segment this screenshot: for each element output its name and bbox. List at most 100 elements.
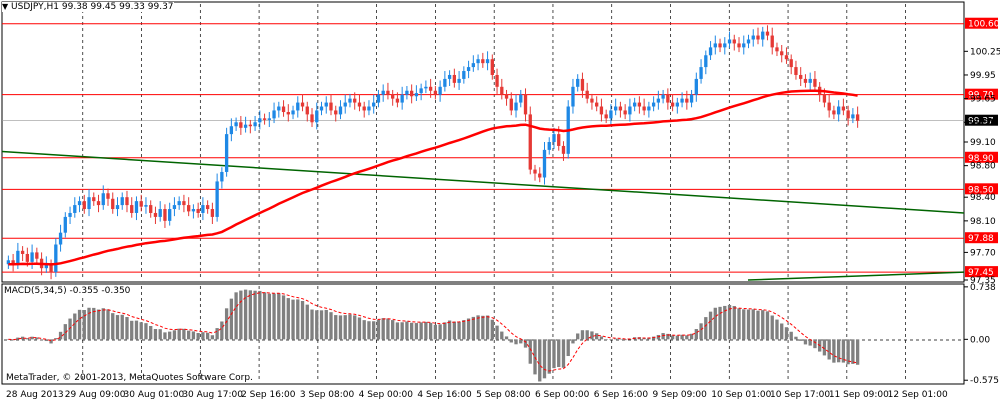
candle-body: [462, 71, 466, 79]
macd-bar: [125, 317, 129, 340]
macd-bar: [599, 336, 604, 340]
candle-body: [595, 102, 599, 107]
candle-body: [514, 102, 518, 111]
dropdown-arrow-icon[interactable]: ▼: [2, 2, 9, 11]
macd-bar: [855, 339, 860, 365]
price-tick-label: 99.65: [970, 95, 996, 105]
candle-body: [139, 201, 143, 207]
macd-bar: [552, 339, 556, 369]
time-label: 2 Sep 16:00: [241, 390, 296, 400]
macd-bar: [229, 298, 234, 340]
macd-bar: [670, 335, 675, 340]
macd-bar: [642, 338, 646, 340]
candle-body: [201, 205, 205, 213]
macd-bar: [742, 309, 746, 340]
candle-body: [519, 94, 523, 103]
macd-bar: [452, 321, 457, 340]
candle-body: [542, 149, 547, 178]
candle-body: [751, 35, 755, 40]
macd-bar: [462, 320, 466, 340]
candle-body: [405, 90, 409, 95]
candle-body: [357, 102, 362, 107]
trendline-falling[interactable]: [1, 150, 965, 214]
candle-body: [533, 169, 537, 174]
level-tag: [965, 266, 998, 278]
candle-body: [718, 43, 722, 48]
candle-body: [604, 114, 608, 119]
macd-bar: [258, 290, 262, 340]
candle-body: [457, 78, 461, 83]
macd-bar: [305, 304, 309, 340]
copyright-text: MetaTrader, © 2001-2013, MetaQuotes Soft…: [6, 373, 253, 383]
candle-body: [277, 106, 281, 111]
macd-bar: [727, 305, 732, 340]
trendlines[interactable]: [1, 150, 965, 281]
candle-body: [438, 86, 442, 95]
candle-body: [490, 59, 494, 75]
macd-tick-label: 0.00: [970, 335, 990, 345]
time-label: 12 Sep 01:00: [888, 390, 948, 400]
time-label: 30 Aug 17:00: [182, 390, 243, 400]
candle-body: [25, 253, 30, 262]
candle-body: [666, 94, 670, 103]
macd-bar: [11, 339, 15, 341]
macd-bar: [315, 310, 319, 340]
candle-body: [799, 74, 803, 79]
candle-body: [732, 39, 736, 44]
level-tag-label: 98.50: [968, 185, 994, 195]
time-label: 9 Sep 09:00: [653, 390, 708, 400]
macd-bar: [547, 339, 551, 374]
macd-bar: [101, 308, 105, 340]
macd-bar: [144, 323, 148, 340]
candle-body: [96, 201, 101, 206]
macd-bar: [519, 339, 523, 344]
macd-bar: [784, 327, 789, 340]
candle-body: [334, 110, 338, 115]
candle-body: [756, 35, 760, 40]
macd-bar: [433, 324, 438, 340]
macd-bar: [542, 339, 547, 379]
grid: [4, 4, 962, 382]
candle-body: [348, 98, 352, 103]
macd-bar: [832, 339, 836, 363]
candle-body: [409, 90, 414, 97]
macd-indicator-label[interactable]: MACD(5,34,5) -0.355 -0.350: [4, 286, 131, 296]
macd-bar: [509, 339, 513, 343]
candle-body: [153, 212, 158, 217]
macd-bar: [386, 318, 390, 340]
horizontal-levels[interactable]: 100.60 99.70 98.90 98.50 97.88 97.45 99.37: [2, 17, 1000, 278]
symbol-header[interactable]: ▼ USDJPY,H1 99.38 99.45 99.33 99.37: [2, 2, 174, 12]
candle-body: [675, 102, 679, 107]
candle-body: [272, 110, 276, 119]
candle-body: [803, 78, 808, 83]
candle-body: [742, 43, 746, 48]
macd-bar: [799, 339, 803, 341]
macd-bar: [149, 325, 153, 340]
macd-bar: [789, 331, 793, 340]
candle-body: [571, 86, 575, 107]
macd-bar: [557, 339, 561, 368]
macd-bar: [803, 339, 808, 345]
candle-body: [68, 212, 72, 217]
candle-body: [708, 47, 713, 56]
time-label: 5 Sep 08:00: [476, 390, 531, 400]
time-label: 4 Sep 16:00: [417, 390, 472, 400]
candle-body: [343, 102, 347, 107]
level-tag: [965, 232, 998, 244]
candle-body: [485, 59, 490, 64]
macd-bar: [438, 324, 442, 340]
candle-body: [229, 126, 234, 135]
candle-body: [609, 110, 613, 119]
macd-bar: [163, 332, 167, 340]
candle-body: [476, 59, 480, 64]
candle-body: [63, 216, 67, 233]
ma-line: [8, 89, 858, 266]
candle-body: [727, 39, 732, 44]
macd-bar: [205, 332, 210, 340]
candle-body: [367, 106, 371, 111]
trendline-rising[interactable]: [747, 271, 965, 281]
macd-bar: [296, 299, 300, 340]
macd-bar: [111, 313, 115, 340]
